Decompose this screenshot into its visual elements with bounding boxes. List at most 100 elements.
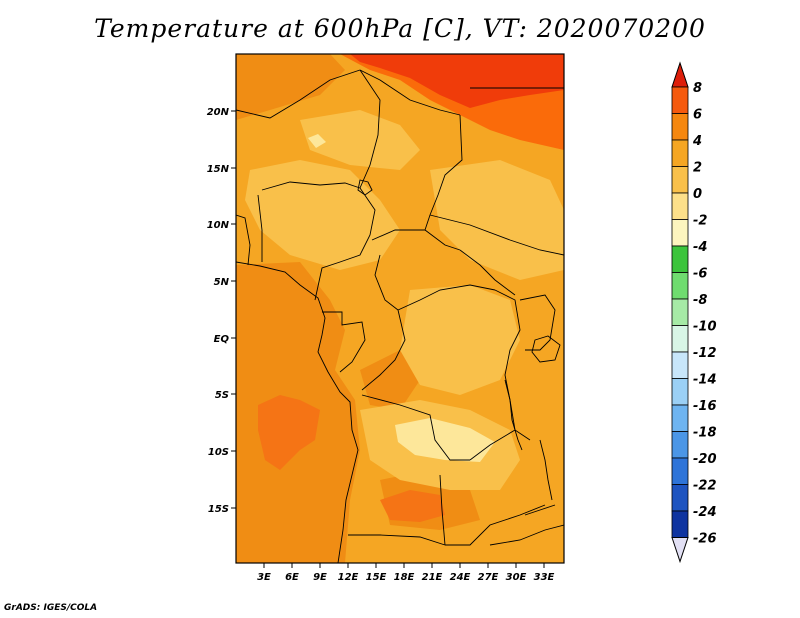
colorbar-label: -10 — [693, 320, 717, 335]
border-zambia-south — [445, 504, 546, 546]
field-light-congo — [400, 285, 520, 395]
lon-axis: 3E 6E 9E 12E 15E 18E 21E 24E 27E 30E 33E — [257, 563, 555, 583]
border-car-sudan — [459, 249, 516, 296]
temperature-field — [236, 54, 564, 563]
colorbar-swatch — [671, 139, 689, 167]
ghana-border — [236, 214, 251, 266]
colorbar-swatch — [671, 272, 689, 300]
lake-victoria — [531, 335, 561, 363]
colorbar-swatch — [671, 245, 689, 273]
field-light-east — [430, 160, 564, 280]
colorbar-label: -26 — [693, 532, 717, 547]
border-cameroon-car — [374, 254, 399, 311]
mozambique-border — [524, 504, 556, 516]
border-nigeria-cameroon — [314, 187, 376, 301]
colorbar-label: 2 — [693, 161, 702, 176]
lon-label: 30E — [506, 572, 527, 583]
colorbar-label: 6 — [693, 108, 702, 123]
lon-label: 9E — [313, 572, 327, 583]
lat-label: EQ — [214, 334, 230, 345]
colorbar-label: -12 — [693, 346, 717, 361]
colorbar-swatch — [671, 113, 689, 141]
field-hot-ne — [350, 54, 564, 108]
benin-border — [257, 194, 263, 262]
field-light-sahel — [245, 160, 400, 270]
lon-label: 3E — [257, 572, 271, 583]
border-gabon — [322, 311, 366, 373]
chart-title: Temperature at 600hPa [C], VT: 202007020… — [94, 14, 706, 43]
field-dark-nw — [236, 54, 345, 120]
colorbar-label: -24 — [693, 505, 717, 520]
border-niger-chad — [359, 69, 381, 189]
colorbar-label: -18 — [693, 426, 717, 441]
colorbar-label: -22 — [693, 479, 717, 494]
coastline-west — [236, 261, 359, 563]
lon-label: 21E — [422, 572, 443, 583]
colorbar-swatch — [671, 298, 689, 326]
lat-label: 15N — [207, 164, 230, 175]
map-frame — [235, 53, 565, 564]
colorbar-label: 8 — [693, 81, 702, 96]
lake-chad — [357, 179, 373, 196]
lake-malawi — [539, 439, 553, 501]
border-chad-sudan — [424, 114, 463, 231]
lat-axis: 20N 15N 10N 5N EQ 5S 10S 15S — [207, 107, 236, 515]
border-drc-angola — [361, 394, 470, 461]
border-drc-zambia — [469, 429, 531, 461]
lon-label: 6E — [285, 572, 299, 583]
lon-label: 15E — [366, 572, 387, 583]
colorbar-label: 0 — [693, 187, 702, 202]
border-angola-zambia — [439, 474, 446, 546]
colorbar-swatch — [671, 166, 689, 194]
colorbar-swatch — [671, 457, 689, 485]
field-warm-south — [380, 490, 445, 522]
colorbar-swatch — [671, 192, 689, 220]
colorbar: 8 6 4 2 0 -2 -4 -6 -8 -10 -12 -14 -16 -18 -20 -22 -24 -26 — [671, 61, 717, 564]
border-congo-drc — [361, 309, 406, 391]
lon-label: 27E — [478, 572, 499, 583]
lat-label: 5N — [214, 277, 230, 288]
colorbar-label: -8 — [693, 293, 707, 308]
border-chad-car — [371, 229, 461, 251]
field-light-north — [300, 110, 420, 170]
country-borders — [236, 69, 564, 563]
colorbar-swatch — [671, 86, 689, 114]
colorbar-label: 4 — [692, 134, 702, 149]
lat-label: 10N — [207, 220, 230, 231]
colorbar-label: -20 — [693, 452, 717, 467]
colorbar-swatch — [671, 431, 689, 459]
lon-label: 18E — [394, 572, 415, 583]
lake-tanganyika — [504, 379, 523, 451]
border-niger-nigeria — [261, 181, 361, 191]
border-uganda-kenya — [519, 294, 556, 351]
field-dark-central — [360, 350, 420, 410]
field-pale-north — [308, 134, 326, 148]
border-angola-namibia — [348, 534, 446, 546]
colorbar-label: -16 — [693, 399, 717, 414]
colorbar-label: -14 — [693, 373, 717, 388]
lat-label: 5S — [215, 390, 229, 401]
colorbar-swatch — [671, 325, 689, 353]
lon-label: 12E — [338, 572, 359, 583]
field-pale-center — [395, 418, 495, 462]
field-warm-sw — [258, 395, 320, 470]
sudan-south-border — [429, 214, 564, 256]
lon-label: 33E — [534, 572, 555, 583]
border-car-drc — [397, 284, 496, 311]
border-libya-chad — [359, 69, 461, 116]
colorbar-swatch — [671, 219, 689, 247]
credit-label: GrADS: IGES/COLA — [4, 603, 98, 613]
colorbar-swatch — [671, 378, 689, 406]
colorbar-swatch — [671, 510, 689, 538]
colorbar-label: -4 — [693, 240, 707, 255]
colorbar-swatch — [671, 404, 689, 432]
lon-label: 24E — [450, 572, 471, 583]
colorbar-swatch — [671, 351, 689, 379]
colorbar-bottom-arrow — [671, 537, 689, 564]
lat-label: 15S — [208, 504, 229, 515]
lat-label: 20N — [207, 107, 230, 118]
border-algeria-niger — [236, 69, 361, 119]
colorbar-top-arrow — [671, 61, 689, 88]
border-zimbabwe — [489, 524, 564, 546]
